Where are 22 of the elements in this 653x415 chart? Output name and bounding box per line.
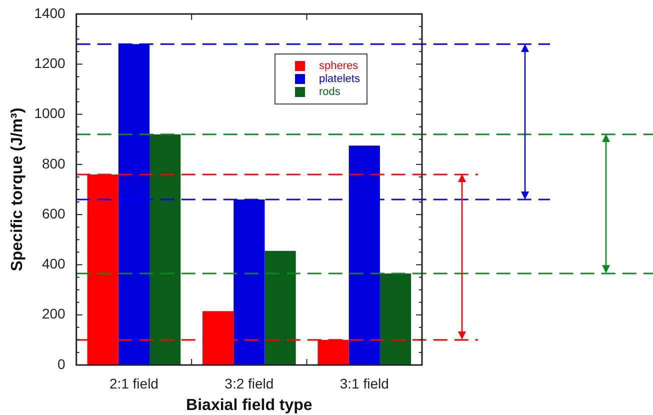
y-tick-label: 0 (58, 356, 66, 372)
x-tick-label: 3:1 field (340, 375, 389, 392)
legend-label: platelets (319, 73, 360, 86)
y-tick-label: 200 (42, 306, 66, 322)
bar (118, 44, 150, 365)
legend-label: rods (319, 86, 341, 98)
x-tick-label: 2:1 field (109, 375, 158, 392)
x-tick-label: 3:2 field (224, 375, 274, 392)
y-axis-title: Specific torque (J/m³) (9, 108, 26, 272)
bar (234, 200, 265, 365)
y-tick-label: 600 (42, 205, 66, 222)
bar (150, 134, 181, 365)
x-axis-title: Biaxial field type (186, 396, 312, 414)
y-tick-label: 400 (42, 256, 66, 272)
y-tick-label: 800 (42, 155, 66, 172)
bar (348, 146, 380, 365)
bar (264, 250, 296, 365)
y-tick-label: 1400 (34, 4, 66, 21)
legend-label: spheres (319, 60, 359, 72)
bar (380, 273, 412, 365)
y-tick-label: 1200 (34, 55, 66, 71)
y-tick-label: 1000 (34, 105, 66, 122)
